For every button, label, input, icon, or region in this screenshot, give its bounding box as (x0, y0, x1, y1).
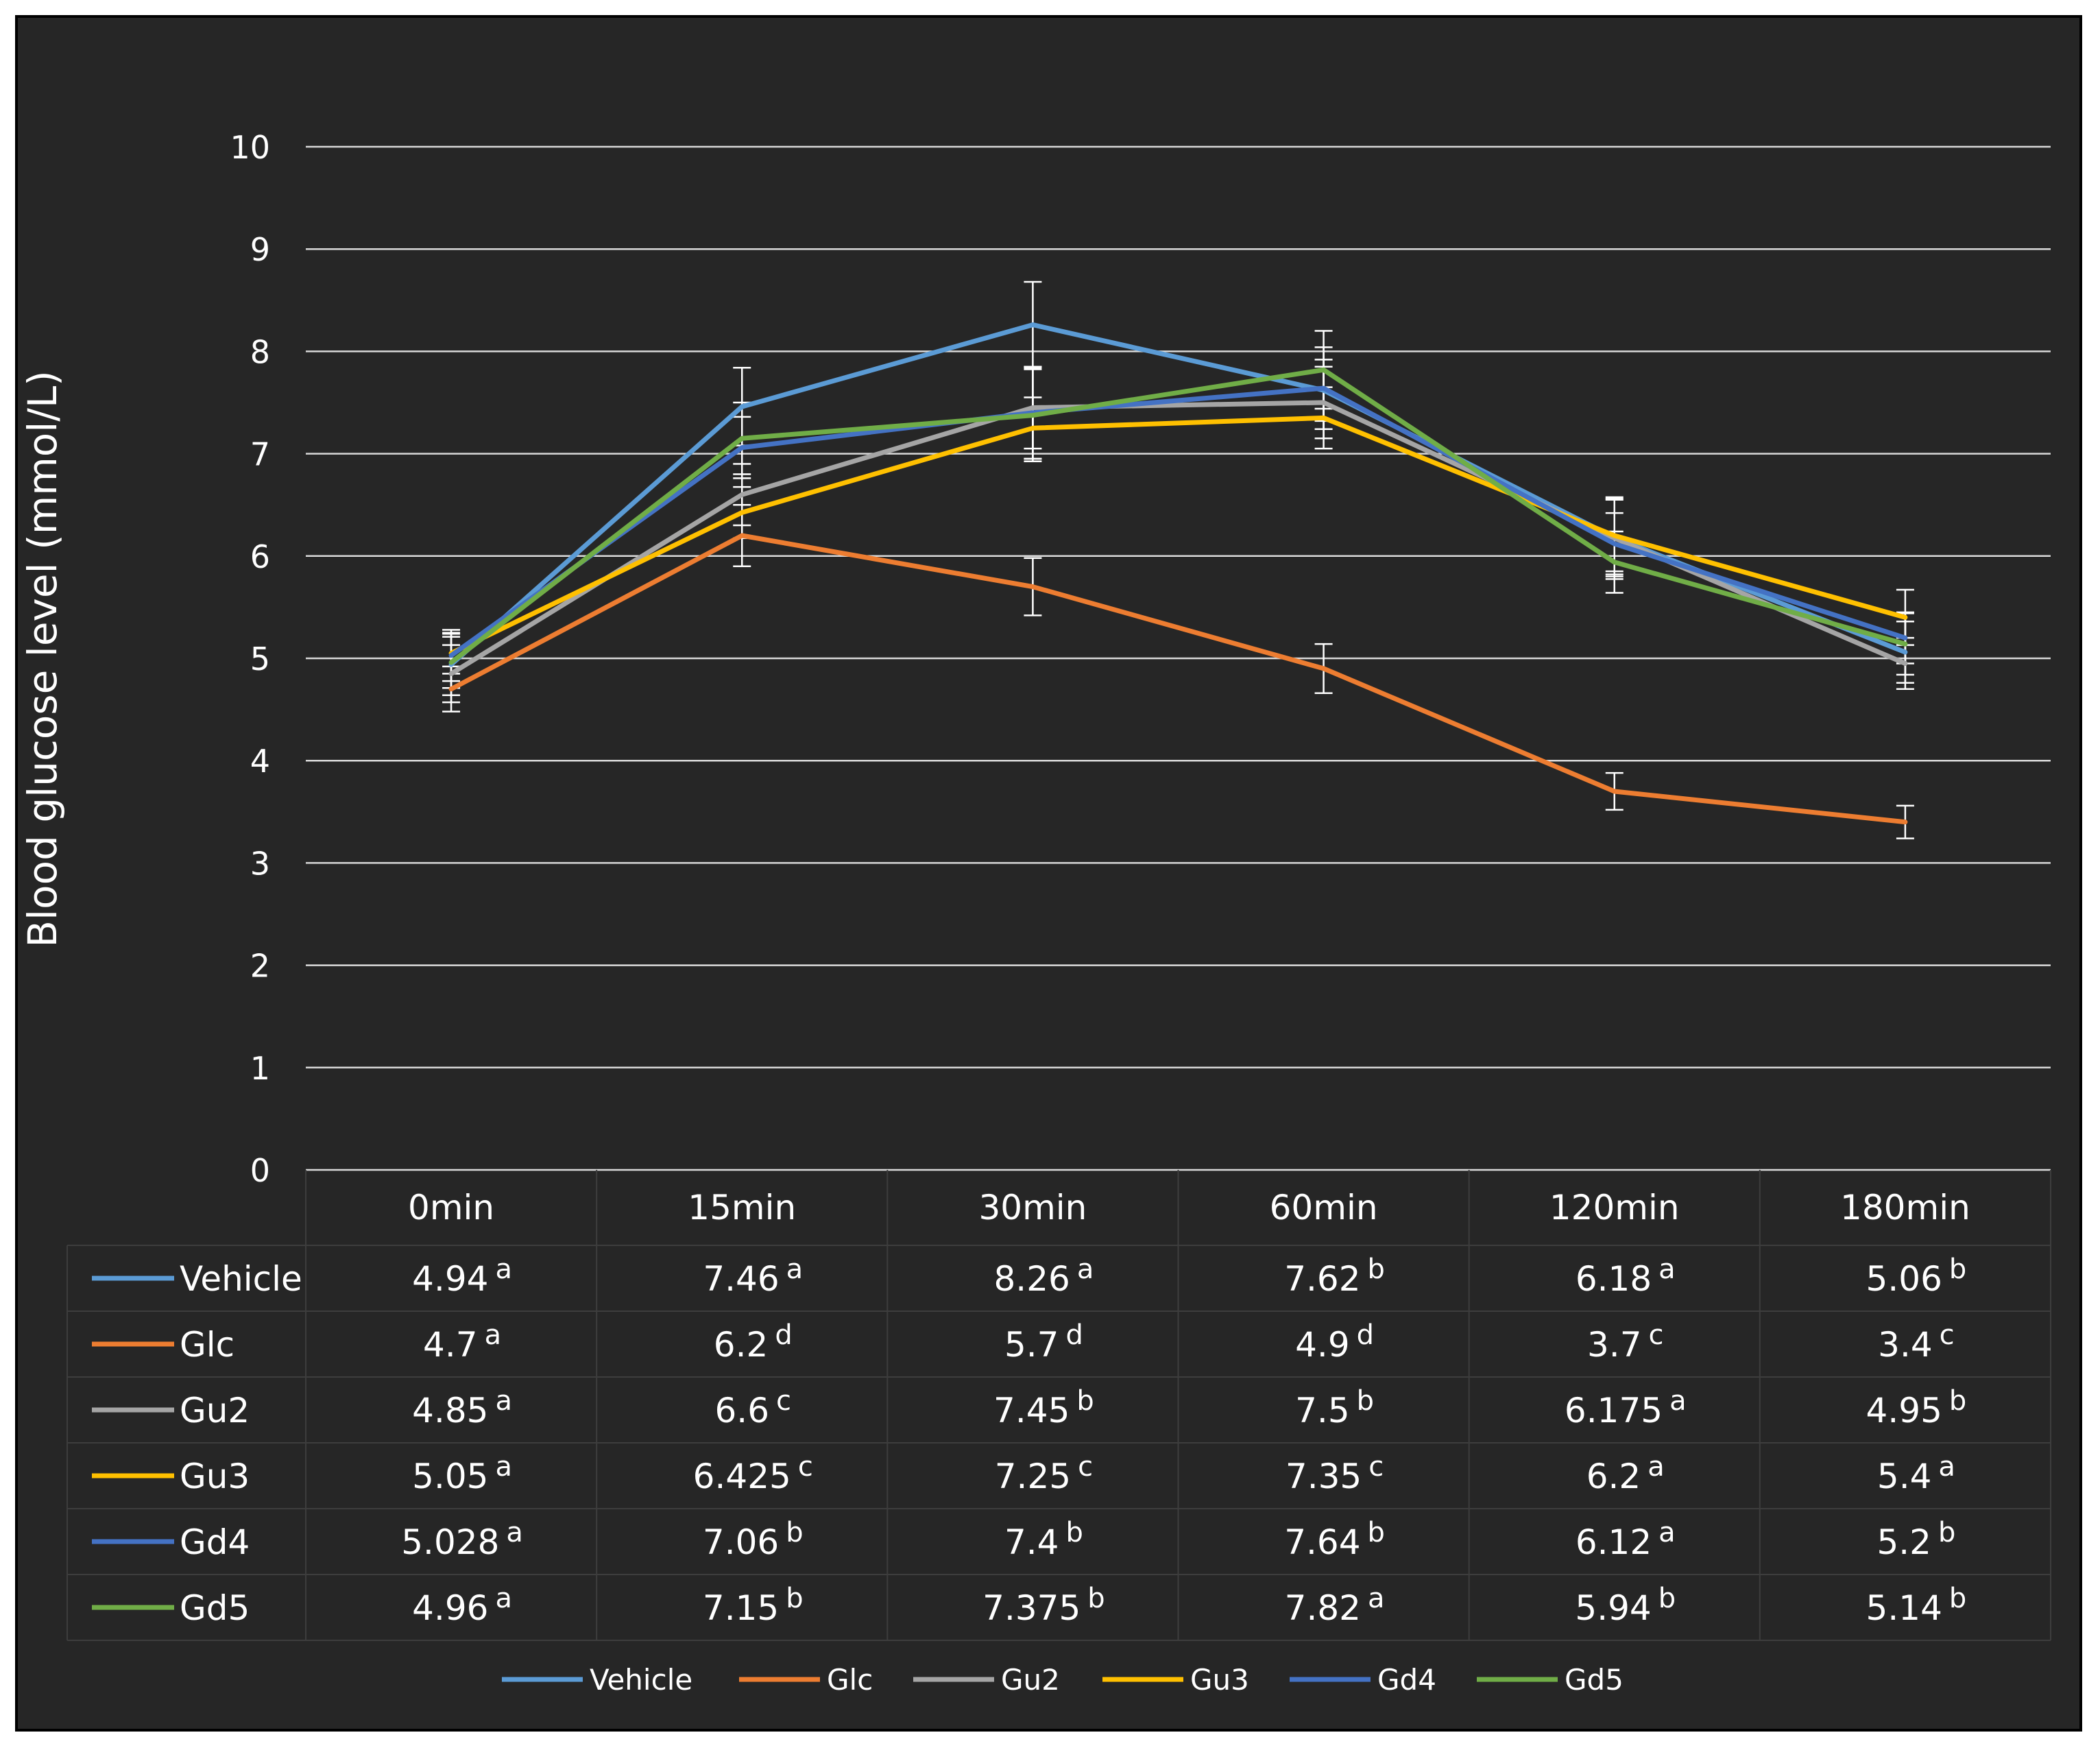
series-line-gu3 (448, 415, 1908, 656)
series-line-glc (448, 533, 1908, 825)
y-tick-label-0: 0 (250, 1152, 270, 1189)
table-value: 4.9 d (1295, 1319, 1374, 1365)
table-value: 6.2 a (1586, 1451, 1665, 1496)
table-value: 7.25 c (995, 1451, 1093, 1496)
table-value: 4.96 a (412, 1583, 512, 1628)
table-value: 8.26 a (993, 1254, 1094, 1299)
y-tick-label-5: 5 (250, 640, 270, 678)
y-tick-label-2: 2 (250, 948, 270, 985)
table-value: 7.375 b (982, 1583, 1105, 1628)
table-series-name-gd5: Gd5 (180, 1588, 250, 1628)
legend-label-gd4: Gd4 (1377, 1663, 1436, 1697)
table-series-name-gu3: Gu3 (180, 1457, 250, 1496)
table-value: 5.05 a (412, 1451, 512, 1496)
table-value: 6.425 c (693, 1451, 813, 1496)
table-series-name-gu2: Gu2 (180, 1391, 250, 1430)
table-value: 5.14 b (1866, 1583, 1967, 1628)
line-chart: 0 1 2 3 4 5 6 7 8 9 10 Blood glucose level (mmol/L… (19, 129, 2051, 1697)
table-value: 5.7 d (1004, 1319, 1083, 1365)
table-value: 7.06 b (703, 1517, 804, 1562)
y-tick-label-8: 8 (250, 333, 270, 370)
table-value: 5.2 b (1876, 1517, 1955, 1562)
table-value: 5.028 a (401, 1517, 523, 1562)
x-category-label: 120min (1549, 1188, 1680, 1228)
series-line-gu2 (448, 400, 1908, 676)
legend-label-gd5: Gd5 (1565, 1663, 1624, 1697)
legend-label-gu2: Gu2 (1001, 1663, 1060, 1697)
table-value: 7.5 b (1295, 1385, 1374, 1430)
y-tick-label-9: 9 (250, 231, 270, 268)
table-value: 7.15 b (703, 1583, 804, 1628)
chart-frame: 0 1 2 3 4 5 6 7 8 9 10 Blood glucose level (mmol/L… (15, 15, 2082, 1732)
table-value: 4.7 a (423, 1319, 501, 1365)
table-value: 3.4 c (1878, 1319, 1955, 1365)
table-series-name-gd4: Gd4 (180, 1522, 250, 1562)
table-value: 7.4 b (1004, 1517, 1083, 1562)
y-tick-label-7: 7 (250, 436, 270, 473)
table-value: 6.18 a (1576, 1254, 1676, 1299)
y-tick-label-3: 3 (250, 845, 270, 882)
y-tick-label-10: 10 (230, 129, 270, 166)
y-tick-label-6: 6 (250, 538, 270, 575)
table-value: 6.2 d (714, 1319, 793, 1365)
x-category-label: 180min (1840, 1188, 1970, 1228)
x-category-label: 30min (978, 1188, 1087, 1228)
table-value: 5.94 b (1575, 1583, 1676, 1628)
table-value: 7.64 b (1284, 1517, 1385, 1562)
series-line-gd5 (448, 367, 1908, 665)
y-tick-label-4: 4 (250, 743, 270, 780)
table-value: 4.95 b (1866, 1385, 1967, 1430)
table-value: 6.6 c (714, 1385, 791, 1430)
legend-label-vehicle: Vehicle (590, 1663, 692, 1697)
x-category-label: 15min (688, 1188, 796, 1228)
x-category-label: 60min (1270, 1188, 1378, 1228)
y-axis-label: Blood glucose level (mmol/L) (19, 370, 66, 948)
table-value: 5.4 a (1877, 1451, 1955, 1496)
table-value: 7.35 c (1286, 1451, 1384, 1496)
table-value: 7.62 b (1284, 1254, 1385, 1299)
table-value: 6.175 a (1565, 1385, 1687, 1430)
table-value: 7.46 a (703, 1254, 803, 1299)
table-value: 6.12 a (1576, 1517, 1676, 1562)
legend-label-glc: Glc (827, 1663, 873, 1697)
table-series-name-glc: Glc (180, 1325, 234, 1365)
legend-label-gu3: Gu3 (1190, 1663, 1249, 1697)
table-value: 7.45 b (993, 1385, 1094, 1430)
x-category-label: 0min (408, 1188, 494, 1228)
table-value: 5.06 b (1866, 1254, 1967, 1299)
table-series-name-vehicle: Vehicle (180, 1259, 302, 1299)
table-value: 4.94 a (412, 1254, 512, 1299)
table-value: 4.85 a (412, 1385, 512, 1430)
y-tick-label-1: 1 (250, 1050, 270, 1087)
series-line-gd4 (448, 385, 1908, 658)
table-value: 7.82 a (1285, 1583, 1385, 1628)
table-value: 3.7 c (1587, 1319, 1664, 1365)
